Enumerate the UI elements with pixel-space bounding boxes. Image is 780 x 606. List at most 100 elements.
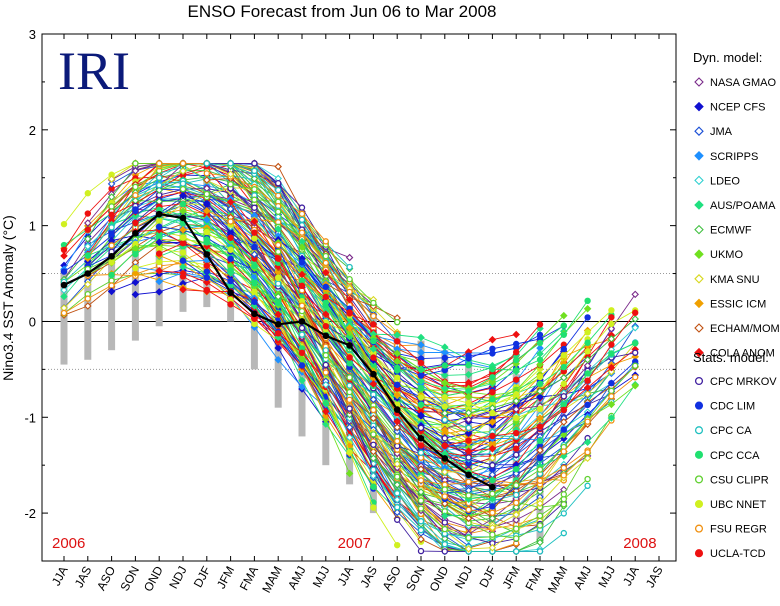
- forecast-point: [441, 548, 448, 555]
- observed-point: [132, 230, 139, 237]
- forecast-point: [513, 535, 520, 542]
- forecast-point: [512, 397, 520, 405]
- y-tick-label: 0: [29, 314, 36, 329]
- legend-stats-title: Stats. model:: [693, 350, 769, 365]
- forecast-point: [417, 411, 425, 420]
- legend-label: CDC LIM: [710, 401, 755, 413]
- forecast-point: [560, 472, 567, 479]
- forecast-point: [584, 329, 591, 336]
- y-axis-label: Nino3.4 SST Anomaly (°C): [0, 215, 16, 381]
- forecast-point: [536, 387, 544, 396]
- x-tick-label: NDJ: [452, 564, 475, 591]
- legend-marker: [694, 475, 704, 484]
- forecast-point: [251, 280, 258, 287]
- forecast-point: [370, 483, 377, 490]
- forecast-point: [322, 252, 329, 260]
- forecast-point: [107, 287, 116, 296]
- forecast-point: [322, 299, 329, 306]
- forecast-point: [607, 400, 616, 409]
- forecast-point: [393, 423, 401, 432]
- observed-point: [203, 251, 211, 258]
- forecast-point: [513, 414, 520, 422]
- forecast-point: [465, 506, 472, 513]
- x-tick-label: JFM: [214, 564, 237, 591]
- forecast-point: [179, 191, 187, 200]
- forecast-point: [250, 250, 259, 259]
- legend-marker: [694, 224, 704, 235]
- forecast-point: [322, 238, 329, 245]
- x-tick-label: OND: [427, 564, 452, 594]
- forecast-point: [369, 395, 378, 404]
- forecast-point: [417, 401, 425, 408]
- forecast-point: [584, 482, 591, 490]
- forecast-point: [250, 217, 259, 226]
- legend-marker: [694, 499, 704, 509]
- forecast-point: [203, 239, 210, 246]
- y-tick-label: 2: [29, 123, 36, 138]
- forecast-point: [513, 445, 520, 452]
- forecast-point: [84, 302, 92, 310]
- x-tick-label: DJF: [476, 564, 499, 590]
- forecast-point: [513, 348, 520, 356]
- forecast-point: [107, 180, 116, 188]
- legend-marker: [694, 426, 704, 435]
- legend-label: AUS/POAMA: [710, 200, 776, 212]
- legend-marker: [694, 347, 704, 358]
- forecast-point: [60, 246, 68, 254]
- forecast-point: [275, 274, 282, 282]
- forecast-point: [275, 280, 282, 287]
- forecast-point: [346, 360, 353, 367]
- forecast-point: [131, 167, 140, 175]
- forecast-point: [489, 396, 496, 403]
- forecast-point: [417, 535, 425, 543]
- forecast-point: [107, 175, 116, 183]
- forecast-point: [370, 431, 377, 438]
- forecast-point: [369, 414, 378, 423]
- forecast-point: [298, 204, 306, 211]
- forecast-point: [417, 333, 425, 342]
- forecast-point: [394, 381, 401, 388]
- forecast-point: [345, 295, 354, 304]
- forecast-point: [536, 477, 544, 485]
- forecast-point: [608, 350, 615, 357]
- forecast-point: [584, 297, 591, 305]
- legend-label: UBC NNET: [710, 499, 767, 511]
- forecast-point: [441, 499, 449, 508]
- forecast-point: [632, 374, 639, 381]
- y-tick-label: -1: [24, 410, 36, 425]
- forecast-point: [464, 392, 473, 401]
- forecast-point: [464, 514, 473, 523]
- forecast-point: [84, 226, 91, 233]
- forecast-point: [251, 235, 258, 242]
- forecast-point: [417, 526, 425, 534]
- forecast-point: [131, 290, 140, 299]
- forecast-point: [155, 223, 163, 231]
- legend-label: KMA SNU: [710, 274, 760, 286]
- forecast-point: [513, 429, 520, 437]
- forecast-point: [394, 367, 401, 374]
- forecast-point: [583, 390, 592, 398]
- forecast-point: [393, 480, 401, 489]
- legend-label: UKMO: [710, 249, 743, 261]
- x-tick-label: OND: [141, 564, 166, 594]
- forecast-point: [132, 264, 139, 272]
- forecast-point: [155, 160, 163, 167]
- forecast-point: [512, 516, 520, 524]
- forecast-point: [441, 384, 449, 393]
- forecast-point: [227, 160, 234, 167]
- forecast-point: [394, 504, 401, 511]
- observed-point: [84, 270, 92, 277]
- forecast-point: [346, 276, 353, 283]
- forecast-point: [275, 241, 282, 249]
- legend-marker: [694, 101, 704, 112]
- forecast-point: [322, 322, 329, 330]
- forecast-point: [441, 426, 449, 434]
- forecast-point: [584, 401, 591, 409]
- x-tick-label: DJF: [191, 564, 214, 590]
- forecast-point: [608, 314, 615, 321]
- forecast-point: [203, 170, 210, 177]
- forecast-point: [393, 391, 401, 399]
- forecast-point: [608, 379, 615, 387]
- forecast-point: [203, 286, 210, 294]
- forecast-point: [155, 277, 163, 286]
